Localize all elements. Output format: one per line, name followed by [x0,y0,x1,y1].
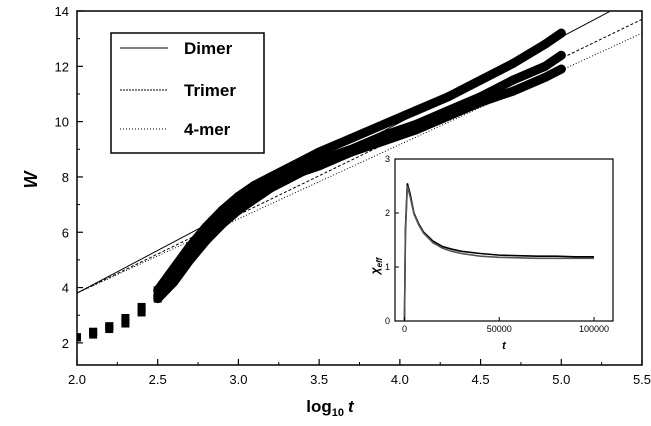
legend-box [110,32,265,154]
y-tick-label: 12 [55,59,69,74]
data-point [89,330,98,339]
x-tick-label: 4.5 [472,372,490,387]
inset-series-2 [403,185,595,322]
inset-x-tick-label: 100000 [579,324,609,334]
inset-y-tick-label: 1 [385,262,390,272]
inset-x-tick-label: 50000 [487,324,512,334]
legend-label-dimer: Dimer [184,39,233,58]
x-tick-label: 5.5 [633,372,651,387]
legend-label-trimer: Trimer [184,81,236,100]
inset-x-tick-label: 0 [402,324,407,334]
x-tick-label: 3.5 [310,372,328,387]
plot-area [77,11,642,342]
data-band [153,28,566,295]
data-point [77,333,81,342]
inset-y-tick-label: 0 [385,316,390,326]
x-tick-label: 4.0 [391,372,409,387]
data-series-3 [77,64,566,342]
inset-x-axis-label: t [502,340,507,352]
x-axis-label: log10 t [306,397,355,419]
inset-plot: 0 50000 100000 0 1 2 3 [385,154,614,334]
inset-y-axis-label: χeff [368,256,384,276]
y-tick-label: 2 [62,336,69,351]
y-tick-label: 14 [55,4,69,19]
y-tick-label: 6 [62,225,69,240]
x-tick-label: 3.0 [229,372,247,387]
inset-frame [394,158,614,322]
y-tick-label: 4 [62,281,69,296]
x-tick-label: 2.5 [149,372,167,387]
data-band [153,64,566,304]
legend-label-4mer: 4-mer [184,120,231,139]
data-point [121,319,130,328]
data-point [137,308,146,317]
inset-y-tick-label: 3 [385,154,390,164]
x-tick-label: 2.0 [68,372,86,387]
inset-y-tick-label: 2 [385,208,390,218]
data-point [105,325,114,334]
y-tick-label: 8 [62,170,69,185]
legend: Dimer Trimer 4-mer [110,32,265,154]
y-tick-label: 10 [55,115,69,130]
x-tick-label: 5.0 [552,372,570,387]
y-axis-label: W [21,170,41,189]
